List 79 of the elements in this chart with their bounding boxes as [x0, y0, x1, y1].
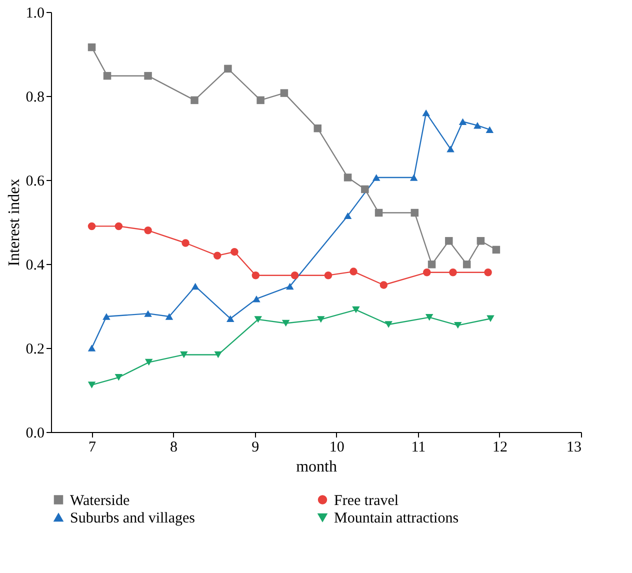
y-tick-label: 0.2 [26, 342, 44, 358]
point [372, 174, 380, 181]
point [423, 268, 431, 276]
legend-label: Waterside [70, 492, 130, 509]
y-tick-label: 0.4 [26, 258, 45, 274]
point [324, 271, 332, 280]
point [474, 122, 482, 129]
x-tick-label: 9 [252, 440, 260, 456]
point [344, 212, 352, 220]
y-tick-label: 1.0 [26, 6, 44, 22]
x-tick-label: 12 [492, 440, 508, 456]
point [380, 281, 388, 289]
point [484, 268, 492, 276]
point [226, 315, 234, 322]
point [191, 282, 200, 290]
point [252, 271, 260, 280]
point [410, 174, 418, 181]
point [114, 222, 123, 230]
point [144, 310, 152, 317]
point [256, 96, 264, 104]
point [88, 43, 96, 52]
point [230, 248, 238, 256]
point [180, 351, 188, 358]
point [103, 72, 112, 80]
point [114, 374, 123, 381]
point [352, 306, 360, 314]
point [486, 126, 494, 133]
point [286, 282, 294, 290]
point [428, 260, 436, 268]
point [462, 260, 471, 268]
point [317, 316, 325, 323]
point [224, 64, 232, 73]
legend-label: Mountain attractions [334, 510, 459, 526]
point [165, 313, 174, 320]
point [344, 174, 352, 182]
y-tick-label: 0.8 [26, 90, 44, 106]
point [425, 314, 434, 321]
legend-label: Free travel [334, 492, 399, 509]
legend-label: Suburbs and villages [70, 510, 196, 526]
point [458, 118, 467, 125]
point [252, 296, 260, 302]
x-axis-title: month [296, 458, 337, 476]
point [492, 246, 500, 254]
point [144, 358, 153, 366]
point [314, 124, 322, 132]
point [384, 321, 392, 328]
point [476, 237, 485, 245]
point [350, 268, 358, 276]
point [422, 109, 430, 116]
point [454, 322, 462, 329]
point [254, 316, 262, 323]
point [144, 72, 152, 80]
point [88, 382, 96, 388]
point [182, 239, 190, 247]
point [190, 96, 198, 104]
point [88, 222, 96, 230]
point [446, 146, 454, 152]
point [449, 268, 457, 276]
point [445, 237, 453, 245]
point [102, 313, 110, 320]
point [214, 351, 222, 358]
point [144, 226, 152, 234]
x-tick-label: 13 [566, 440, 582, 456]
x-tick-label: 10 [329, 440, 344, 456]
point [280, 89, 288, 97]
x-tick-label: 8 [170, 440, 178, 456]
x-tick-label: 7 [88, 440, 97, 456]
y-axis-title: Interest index [6, 178, 23, 266]
point [290, 271, 299, 280]
point [361, 185, 369, 194]
point [486, 315, 494, 322]
point [282, 320, 290, 327]
x-tick-label: 11 [411, 440, 426, 456]
point [374, 208, 383, 217]
point [410, 208, 419, 217]
point [213, 252, 222, 260]
point [88, 344, 96, 352]
y-tick-label: 0.0 [26, 426, 44, 442]
y-tick-label: 0.6 [26, 174, 45, 190]
